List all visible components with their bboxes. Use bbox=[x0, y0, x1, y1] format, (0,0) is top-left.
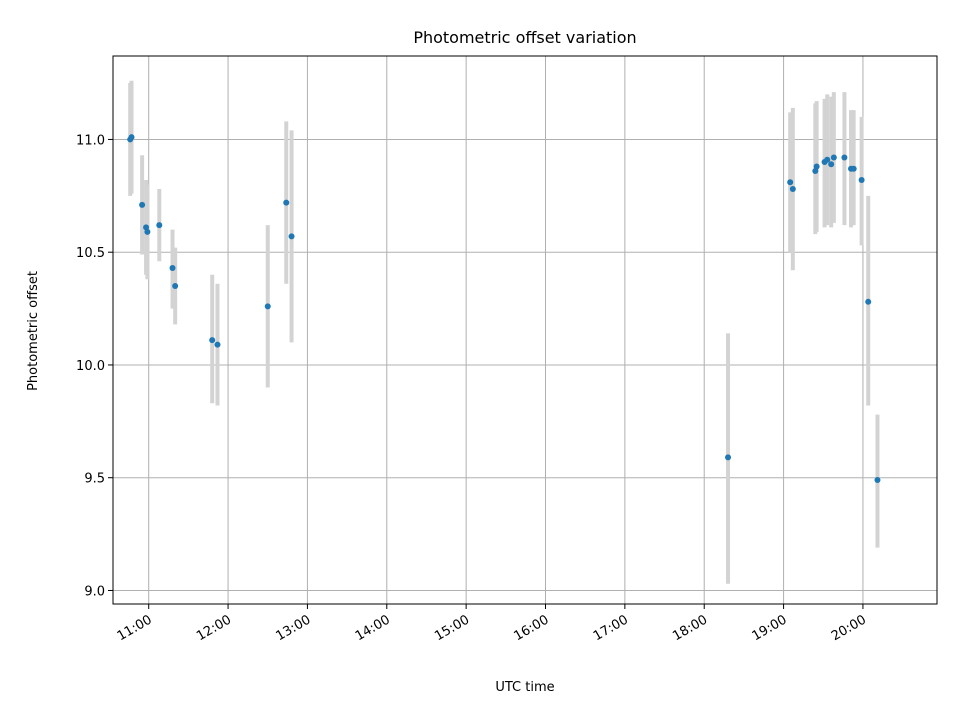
data-point bbox=[812, 168, 819, 175]
data-point bbox=[725, 454, 732, 461]
data-point bbox=[789, 186, 796, 193]
y-tick-label: 10.0 bbox=[76, 359, 105, 374]
data-point bbox=[841, 154, 848, 161]
data-point bbox=[828, 161, 835, 168]
data-point bbox=[824, 156, 831, 163]
plot-area bbox=[113, 56, 937, 604]
data-point bbox=[144, 228, 151, 235]
data-point bbox=[214, 341, 221, 348]
data-point bbox=[865, 298, 872, 305]
y-tick-label: 11.0 bbox=[76, 133, 105, 148]
data-point bbox=[283, 199, 290, 206]
data-point bbox=[128, 134, 135, 141]
data-point bbox=[169, 264, 176, 271]
data-point bbox=[288, 233, 295, 240]
data-point bbox=[172, 283, 179, 290]
y-tick-label: 9.5 bbox=[84, 472, 105, 487]
data-point bbox=[850, 165, 857, 172]
data-point bbox=[858, 177, 865, 184]
data-point bbox=[209, 337, 216, 344]
data-point bbox=[813, 163, 820, 170]
data-points bbox=[127, 134, 881, 483]
y-axis-label: Photometric offset bbox=[26, 271, 41, 391]
data-point bbox=[874, 476, 881, 483]
x-axis-label: UTC time bbox=[495, 680, 554, 695]
data-point bbox=[787, 179, 794, 186]
y-axis-ticks: 9.0 9.5 10.0 10.5 11.0 bbox=[76, 133, 113, 599]
data-point bbox=[143, 224, 150, 231]
grid-lines bbox=[113, 56, 937, 604]
data-point bbox=[139, 201, 146, 208]
plot-frame bbox=[112, 55, 938, 605]
y-tick-label: 9.0 bbox=[84, 584, 105, 599]
data-point bbox=[830, 154, 837, 161]
chart-title: Photometric offset variation bbox=[413, 28, 636, 47]
data-point bbox=[156, 222, 163, 229]
data-point bbox=[264, 303, 271, 310]
y-tick-label: 10.5 bbox=[76, 246, 105, 261]
